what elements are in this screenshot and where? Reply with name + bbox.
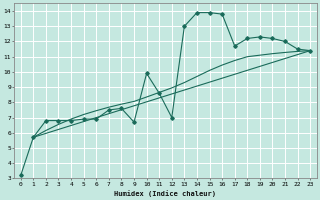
X-axis label: Humidex (Indice chaleur): Humidex (Indice chaleur): [115, 190, 217, 197]
